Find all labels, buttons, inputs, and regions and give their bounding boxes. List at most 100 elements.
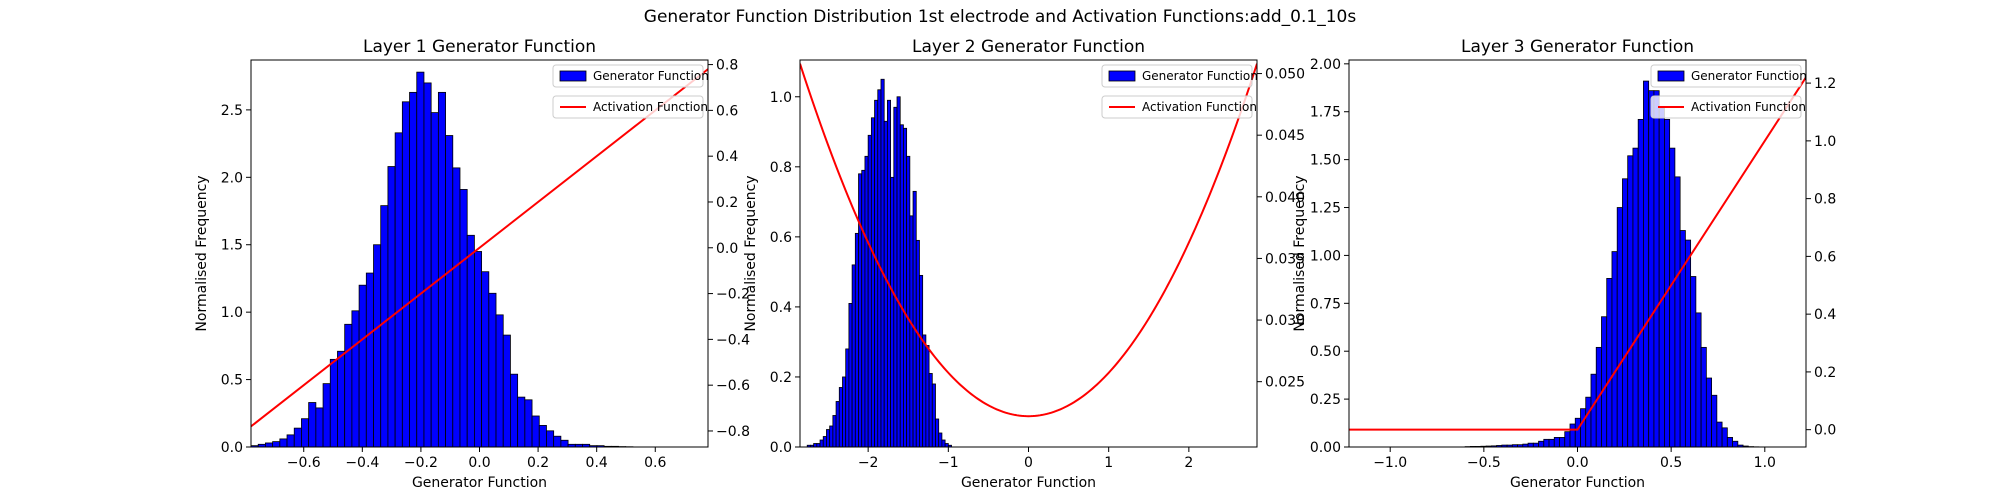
- y-right-tick-label: 0.4: [716, 149, 738, 165]
- histogram-bar: [1538, 440, 1545, 447]
- histogram-bar: [893, 106, 898, 447]
- x-tick-label: 0.0: [1566, 455, 1588, 471]
- y-tick-label: 0.0: [221, 440, 243, 456]
- histogram-bar: [517, 396, 526, 447]
- histogram-bar: [524, 399, 533, 447]
- histogram-bar: [822, 436, 827, 447]
- histogram-bar: [409, 91, 418, 447]
- histogram-bar: [1653, 90, 1660, 447]
- y-tick-label: 0.75: [1310, 296, 1341, 312]
- y-tick-label: 0.2: [770, 370, 792, 386]
- histogram-bar: [1564, 431, 1571, 447]
- histogram-bar: [870, 117, 875, 447]
- histogram-bar: [1674, 176, 1681, 447]
- histogram-bar: [1580, 408, 1587, 447]
- histogram-bar: [452, 167, 461, 447]
- y-right-tick-label: 0.025: [1265, 375, 1305, 391]
- x-tick-label: −1.0: [1373, 455, 1407, 471]
- y-tick-label: 2.00: [1310, 57, 1341, 73]
- x-tick-label: −1: [938, 455, 959, 471]
- y-tick-label: 1.50: [1310, 153, 1341, 169]
- histogram-bar: [931, 383, 936, 447]
- y-tick-label: 0.25: [1310, 392, 1341, 408]
- subplot-title: Layer 3 Generator Function: [1461, 37, 1694, 57]
- subplot-1: −0.6 −0.4 −0.2 0.0 0.2 0.4 0.6 0.0 0.5 1.0 1.5 2.0 2…: [194, 37, 750, 491]
- y-right-tick-label: 0.030: [1265, 313, 1305, 329]
- histogram-bar: [488, 292, 497, 447]
- histogram-bar: [883, 120, 888, 447]
- histogram-bar: [848, 303, 853, 447]
- y-right-tick-label: 0.050: [1265, 67, 1305, 83]
- histogram-bar: [816, 443, 821, 447]
- histogram-bar: [272, 441, 281, 447]
- histogram-bar: [819, 439, 824, 447]
- legend-box: [552, 95, 704, 119]
- legend-activation: Activation Function: [552, 95, 708, 119]
- y-right-tick-label: 0.2: [1814, 365, 1836, 381]
- histogram-bar: [1601, 316, 1608, 447]
- histogram-bar: [935, 418, 940, 447]
- histogram-bar: [867, 134, 872, 447]
- y-right-tick-label: 0.6: [1814, 249, 1836, 265]
- y-tick-label: 1.5: [221, 238, 243, 254]
- legend-label: Generator Function: [1691, 69, 1807, 83]
- plot-area: [251, 68, 708, 447]
- histogram-bar: [546, 430, 555, 447]
- y-right-tick-label: 0.6: [716, 103, 738, 119]
- histogram-bar: [1632, 147, 1639, 447]
- histogram-bar: [553, 435, 562, 447]
- histogram-bar: [1622, 178, 1629, 447]
- legend-label: Activation Function: [593, 100, 708, 114]
- histogram-bar: [854, 232, 859, 447]
- y-tick-label: 1.0: [221, 305, 243, 321]
- y-right-tick-label: 0.4: [1814, 307, 1836, 323]
- histogram-bar: [322, 383, 331, 447]
- histogram-bar: [344, 323, 353, 447]
- histogram-bar: [928, 373, 933, 447]
- histogram-bar: [466, 234, 475, 447]
- histogram-bar: [1574, 417, 1581, 447]
- histogram-bar: [474, 251, 483, 447]
- plot-area: [1349, 76, 1806, 447]
- y-tick-label: 0.6: [770, 230, 792, 246]
- x-tick-label: 0.0: [468, 455, 490, 471]
- y-right-tick-label: 0.040: [1265, 190, 1305, 206]
- y-tick-label: 0.4: [770, 300, 792, 316]
- histogram-bar: [265, 442, 274, 447]
- histogram-bar: [858, 173, 863, 447]
- activation-function-line: [1349, 76, 1806, 431]
- histogram-bar: [826, 429, 831, 447]
- histogram-bar: [351, 310, 360, 447]
- histogram-bar: [1648, 90, 1655, 447]
- histogram-bar: [1690, 276, 1697, 447]
- histogram-bar: [1627, 155, 1634, 447]
- histogram-bar: [864, 155, 869, 447]
- histogram-bar: [832, 415, 837, 447]
- histogram-bar: [880, 78, 885, 447]
- x-tick-label: 0.6: [644, 455, 666, 471]
- y-tick-label: 1.00: [1310, 248, 1341, 264]
- legend-histogram: Generator Function: [1650, 64, 1807, 88]
- legend-box: [1101, 64, 1253, 88]
- histogram-bar: [1700, 346, 1707, 447]
- histogram-bar: [1532, 442, 1539, 447]
- histogram-bar: [286, 434, 295, 447]
- activation-function-line: [251, 68, 708, 428]
- y-tick-label: 1.75: [1310, 105, 1341, 121]
- histogram-bar: [510, 373, 519, 447]
- histogram-bar: [387, 166, 396, 447]
- histogram-bar: [373, 244, 382, 447]
- histogram-bar: [308, 402, 317, 447]
- legend-box: [1101, 95, 1253, 119]
- y-right-tick-label: 0.8: [1814, 192, 1836, 208]
- histogram-bar: [445, 135, 454, 447]
- x-axis-label: Generator Function: [1510, 475, 1645, 491]
- histogram-bar: [315, 407, 324, 447]
- plot-area: [800, 63, 1257, 447]
- legend-box: [552, 64, 704, 88]
- legend-label: Generator Function: [1142, 69, 1258, 83]
- y-right-tick-label: 0.035: [1265, 251, 1305, 267]
- legend-bar-swatch: [1657, 70, 1685, 82]
- histogram-bar: [886, 99, 891, 447]
- histogram-bar: [1705, 377, 1713, 447]
